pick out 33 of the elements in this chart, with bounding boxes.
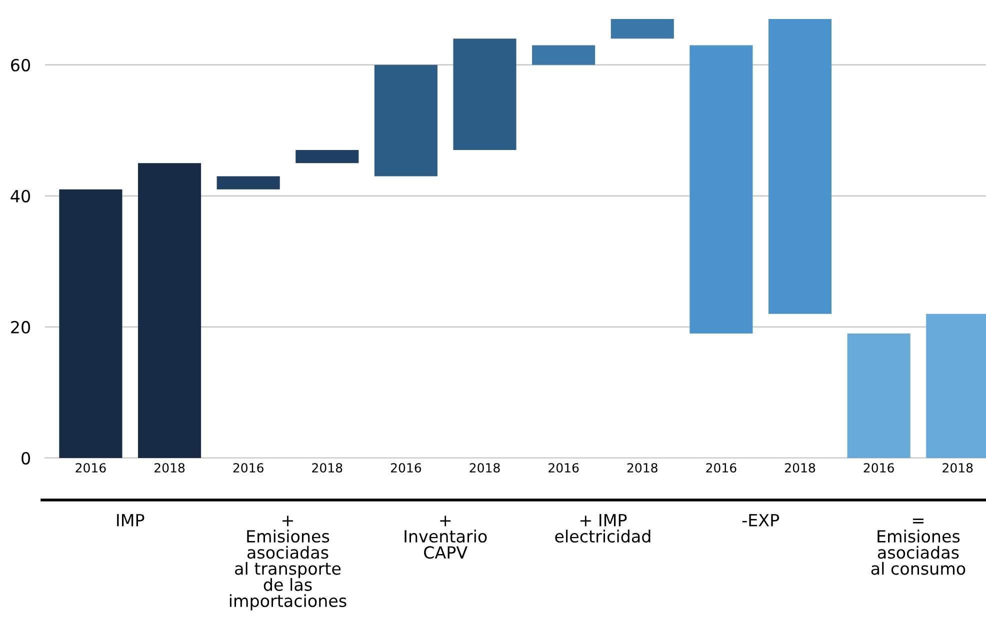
bar (296, 150, 359, 164)
x-tick-label: 2016 (390, 463, 422, 473)
y-tick-label: 0 (22, 452, 30, 465)
bar (59, 189, 122, 458)
x-tick-label: 2016 (548, 463, 579, 473)
bar (374, 64, 438, 176)
x-tick-label: 2016 (864, 463, 894, 473)
x-tick-label: 2016 (706, 463, 736, 473)
text: + IMP electricidad (555, 514, 650, 543)
x-tick-label: 2018 (154, 463, 185, 473)
bar (847, 334, 910, 458)
text: = Emisiones asociadas al consumo (871, 518, 966, 575)
text: + Emisiones asociadas al transporte de las importaciones (230, 516, 346, 610)
y-tick-label: 60 (11, 58, 30, 72)
y-tick-label: 20 (11, 320, 30, 334)
bar (216, 176, 280, 190)
x-tick-label: 2018 (312, 463, 342, 473)
bar (610, 19, 674, 39)
x-tick-label: 2016 (233, 463, 264, 473)
x-tick-label: 2016 (76, 463, 106, 473)
x-tick-label: 2018 (942, 463, 973, 473)
bar (532, 45, 596, 65)
bar (768, 19, 832, 314)
bar (690, 45, 753, 334)
text: -EXP (742, 514, 780, 526)
text: + Inventario CAPV (404, 516, 487, 559)
x-tick-label: 2018 (627, 463, 658, 473)
text: IMP (117, 514, 144, 526)
x-tick-label: 2018 (470, 463, 500, 473)
bar (453, 38, 516, 150)
bar (138, 163, 202, 458)
y-tick-label: 40 (10, 190, 30, 202)
x-tick-label: 2018 (785, 463, 816, 473)
